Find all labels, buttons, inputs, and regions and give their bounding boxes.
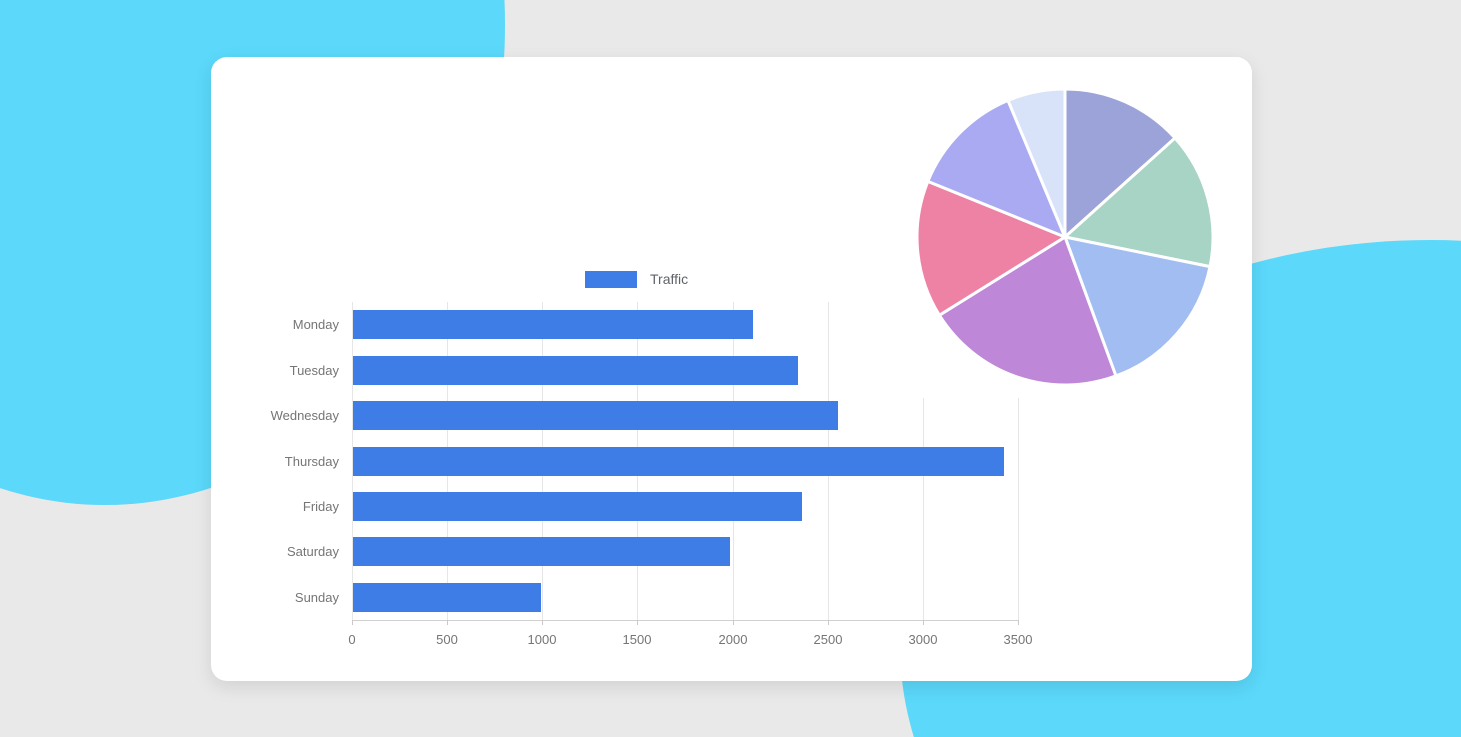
x-axis-tickmark (542, 620, 543, 625)
category-label-wednesday: Wednesday (270, 408, 339, 423)
bar-chart-plot-area: 0 500 1000 1500 2000 2500 3000 3500 (348, 302, 1032, 647)
pie-chart (915, 87, 1215, 387)
y-axis-category-labels: Monday Tuesday Wednesday Thursday Friday Satu… (211, 302, 339, 620)
bar-chart-legend: Traffic (585, 270, 688, 288)
pie-slice-tuesday[interactable] (1063, 136, 1215, 269)
x-axis-tick-label-2000: 2000 (718, 632, 748, 647)
pie-slice-monday[interactable] (1063, 87, 1177, 239)
x-axis-tick-label-500: 500 (436, 632, 458, 647)
x-axis-tick-label-3000: 3000 (908, 632, 938, 647)
x-axis-line (352, 620, 1019, 621)
x-axis-tick-label-2500: 2500 (813, 632, 843, 647)
bar-wednesday[interactable] (353, 401, 838, 430)
bar-saturday[interactable] (353, 537, 730, 566)
bar-thursday[interactable] (353, 447, 1004, 476)
x-axis-tickmark (352, 620, 353, 625)
bar-tuesday[interactable] (353, 356, 798, 385)
category-label-sunday: Sunday (294, 590, 339, 605)
gridline-0 (352, 302, 353, 620)
bar-monday[interactable] (353, 310, 753, 339)
category-label-saturday: Saturday (286, 544, 339, 559)
x-axis-tickmark (637, 620, 638, 625)
pie-slice-thursday[interactable] (937, 235, 1118, 387)
category-label-monday: Monday (292, 317, 339, 332)
bar-sunday[interactable] (353, 583, 541, 612)
gridline-3500 (1018, 302, 1019, 620)
pie-slice-sunday[interactable] (1006, 87, 1067, 239)
x-axis-tickmark (1018, 620, 1019, 625)
category-label-friday: Friday (302, 499, 339, 514)
x-axis-tickmark (733, 620, 734, 625)
bar-friday[interactable] (353, 492, 802, 521)
legend-label: Traffic (650, 271, 689, 287)
pie-chart-panel (861, 57, 1252, 398)
x-axis-tickmark (828, 620, 829, 625)
pie-slice-wednesday[interactable] (1063, 235, 1212, 378)
x-axis-tick-label-1500: 1500 (622, 632, 652, 647)
legend-swatch (585, 270, 637, 288)
x-axis-tick-label-0: 0 (348, 632, 356, 647)
chart-card: Traffic 0 500 1000 1500 2000 2500 3000 3500 Mon… (211, 57, 1252, 681)
category-label-tuesday: Tuesday (289, 363, 339, 378)
category-label-thursday: Thursday (284, 454, 339, 469)
x-axis-tickmark (923, 620, 924, 625)
x-axis-tickmark (447, 620, 448, 625)
x-axis-tick-label-3500: 3500 (1003, 632, 1033, 647)
x-axis-tick-label-1000: 1000 (527, 632, 557, 647)
pie-slice-friday[interactable] (915, 179, 1067, 317)
pie-slice-saturday[interactable] (926, 98, 1067, 239)
